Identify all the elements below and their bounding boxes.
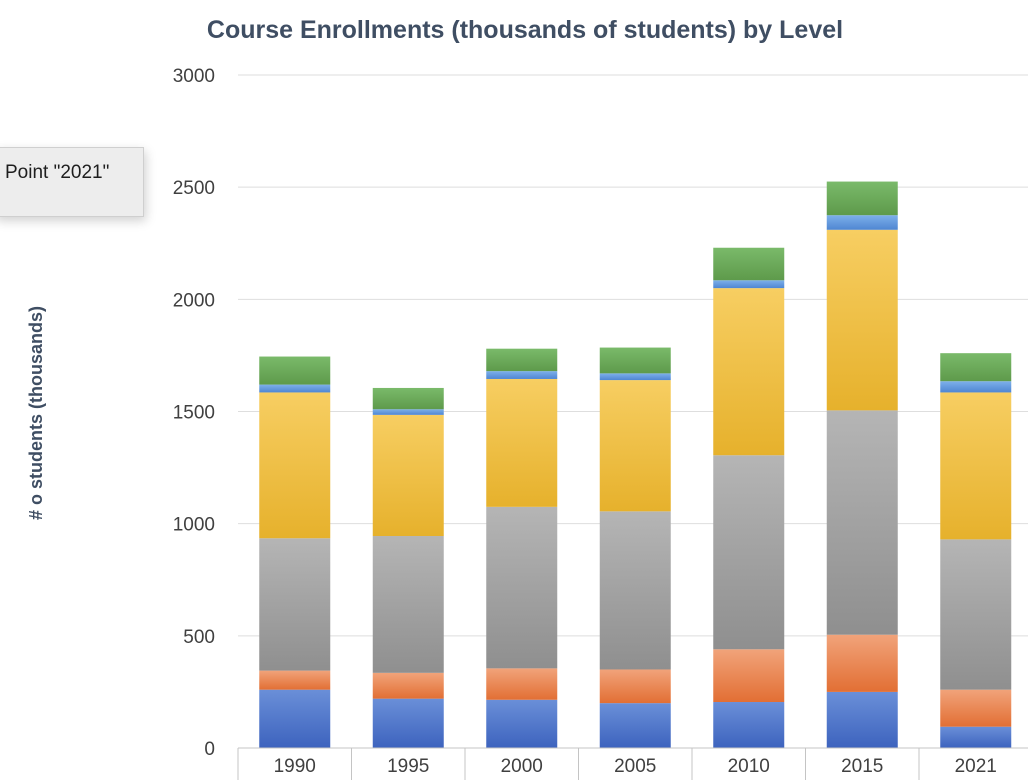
bar-segment[interactable]: [259, 384, 331, 393]
bar-segment[interactable]: [940, 726, 1012, 748]
x-tick-label: 1995: [387, 756, 429, 777]
bar-segment[interactable]: [713, 455, 785, 650]
bar-segment[interactable]: [826, 181, 898, 216]
bar-segment[interactable]: [713, 280, 785, 289]
bar-segment[interactable]: [826, 229, 898, 411]
bar-segment[interactable]: [940, 539, 1012, 690]
bars: [259, 181, 1012, 748]
bar-segment[interactable]: [940, 392, 1012, 540]
x-tick-label: 2005: [614, 756, 656, 777]
x-axis-ticks: 1990 1995 2000 2005 2010 2015 2021: [274, 756, 997, 777]
y-tick-label: 2500: [173, 178, 215, 199]
bar-stack[interactable]: [259, 356, 331, 748]
bar-segment[interactable]: [599, 373, 671, 381]
x-tick-label: 2021: [955, 756, 997, 777]
bar-segment[interactable]: [713, 702, 785, 748]
y-tick-label: 500: [183, 627, 215, 648]
bar-segment[interactable]: [259, 538, 331, 671]
bar-segment[interactable]: [713, 247, 785, 281]
x-axis: [237, 747, 1028, 780]
y-tick-label: 3000: [173, 66, 215, 87]
y-axis-ticks: 0 500 1000 1500 2000 2500 3000: [173, 66, 215, 760]
bar-segment[interactable]: [372, 536, 444, 673]
y-tick-label: 0: [204, 739, 215, 760]
bar-segment[interactable]: [713, 288, 785, 456]
bar-segment[interactable]: [259, 356, 331, 385]
bar-segment[interactable]: [826, 410, 898, 635]
bar-segment[interactable]: [372, 698, 444, 748]
bar-stack[interactable]: [940, 353, 1012, 748]
y-tick-label: 1500: [173, 403, 215, 424]
bar-segment[interactable]: [940, 381, 1012, 393]
bar-segment[interactable]: [940, 353, 1012, 382]
bar-segment[interactable]: [826, 215, 898, 230]
bar-segment[interactable]: [826, 691, 898, 748]
x-tick-label: 2015: [841, 756, 883, 777]
bar-segment[interactable]: [259, 689, 331, 748]
bar-segment[interactable]: [486, 371, 558, 379]
bar-segment[interactable]: [599, 511, 671, 670]
bar-segment[interactable]: [599, 347, 671, 374]
bar-segment[interactable]: [826, 634, 898, 692]
y-axis-title: # o students (thousands): [26, 306, 46, 520]
x-tick-label: 2010: [728, 756, 770, 777]
bar-segment[interactable]: [486, 378, 558, 507]
bar-segment[interactable]: [372, 672, 444, 699]
bar-segment[interactable]: [259, 670, 331, 690]
bar-segment[interactable]: [486, 668, 558, 700]
bar-stack[interactable]: [826, 181, 898, 748]
bar-stack[interactable]: [599, 347, 671, 748]
bar-segment[interactable]: [599, 380, 671, 512]
bar-stack[interactable]: [372, 387, 444, 748]
bar-segment[interactable]: [486, 506, 558, 669]
tooltip-text: Point "2021": [5, 162, 110, 183]
bar-segment[interactable]: [259, 392, 331, 539]
bar-segment[interactable]: [940, 689, 1012, 727]
x-tick-label: 2000: [501, 756, 543, 777]
bar-segment[interactable]: [372, 387, 444, 410]
bar-segment[interactable]: [372, 414, 444, 537]
bar-segment[interactable]: [713, 649, 785, 703]
y-tick-label: 2000: [173, 290, 215, 311]
data-point-tooltip: Point "2021": [0, 147, 144, 217]
bar-segment[interactable]: [599, 669, 671, 704]
bar-stack[interactable]: [713, 247, 785, 748]
bar-stack[interactable]: [486, 348, 558, 748]
bar-segment[interactable]: [486, 699, 558, 748]
chart-title: Course Enrollments (thousands of student…: [207, 16, 843, 44]
bar-segment[interactable]: [486, 348, 558, 372]
bar-segment[interactable]: [372, 409, 444, 415]
bar-segment[interactable]: [599, 703, 671, 748]
y-tick-label: 1000: [173, 515, 215, 536]
x-tick-label: 1990: [274, 756, 316, 777]
